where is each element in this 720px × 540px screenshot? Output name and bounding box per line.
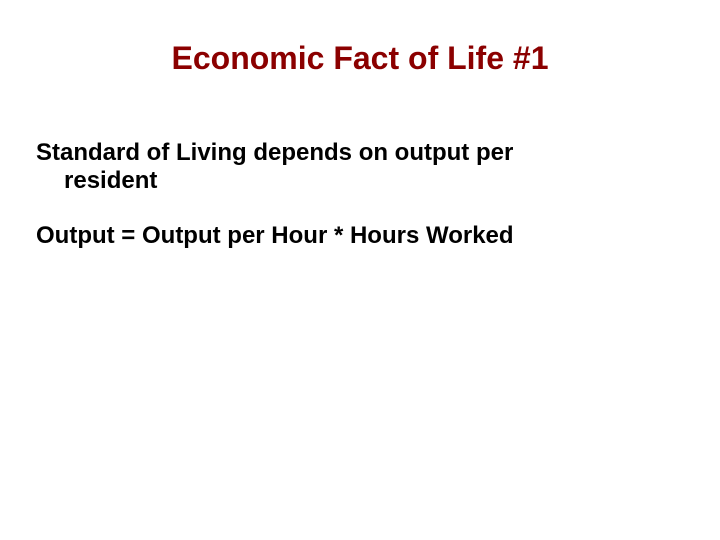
- paragraph-output-equation: Output = Output per Hour * Hours Worked: [36, 222, 660, 250]
- para1-line2: resident: [36, 167, 660, 195]
- paragraph-standard-of-living: Standard of Living depends on output per…: [36, 139, 660, 194]
- slide: Economic Fact of Life #1 Standard of Liv…: [0, 0, 720, 540]
- slide-title: Economic Fact of Life #1: [0, 40, 720, 77]
- para1-line1: Standard of Living depends on output per: [36, 139, 513, 166]
- slide-body: Standard of Living depends on output per…: [0, 139, 720, 250]
